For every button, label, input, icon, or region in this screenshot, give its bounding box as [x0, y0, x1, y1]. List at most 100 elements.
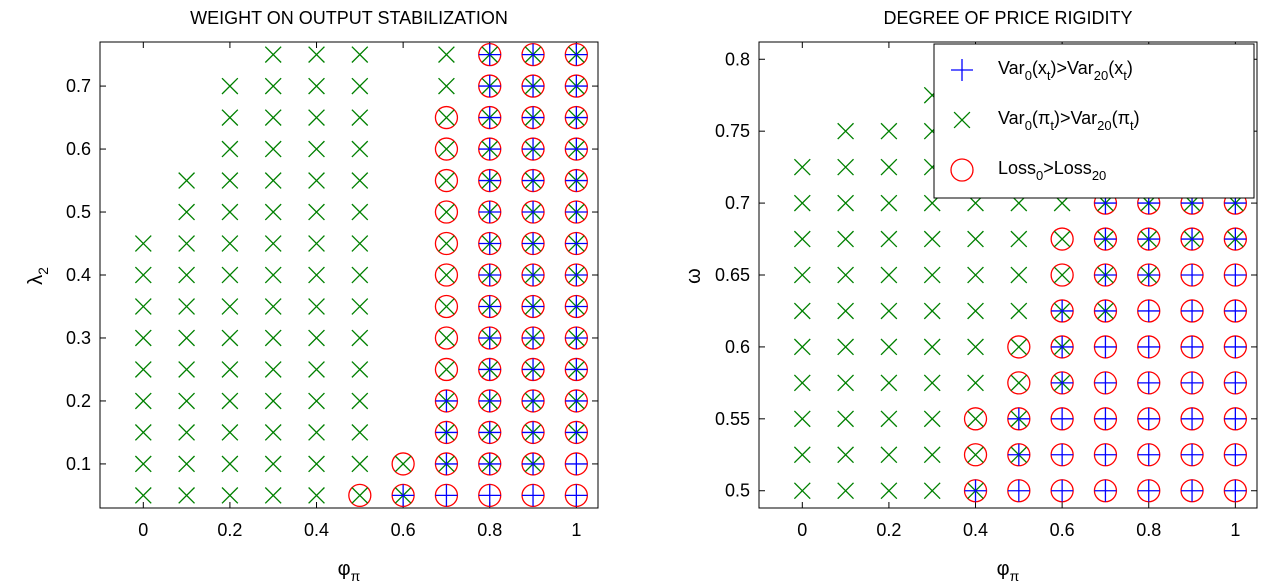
data-point-plus: [478, 358, 501, 381]
data-point-x: [308, 392, 325, 410]
data-point-x: [264, 235, 282, 252]
x-tick-label: 0.4: [304, 520, 329, 540]
data-point-plus: [1224, 371, 1247, 394]
data-point-x: [308, 140, 325, 158]
data-point-x: [351, 424, 369, 441]
x-tick-label: 0.8: [477, 520, 502, 540]
data-point-plus: [565, 358, 588, 381]
data-point-x: [134, 424, 152, 441]
data-point-x: [793, 230, 811, 248]
data-point-plus: [565, 389, 588, 412]
data-point-plus: [478, 326, 501, 349]
x-tick-label: 0: [138, 520, 148, 540]
data-point-x: [351, 361, 369, 378]
data-point-x: [178, 172, 195, 189]
data-point-x: [967, 230, 984, 248]
x-tick-label: 0.8: [1136, 520, 1161, 540]
data-point-plus: [1094, 443, 1117, 466]
data-point-plus: [964, 479, 987, 502]
data-point-circle: [434, 263, 459, 287]
data-point-x: [880, 302, 898, 320]
y-axis-label: ω: [683, 268, 705, 284]
data-point-x: [134, 487, 152, 504]
data-point-x: [793, 194, 811, 212]
data-point-x: [178, 235, 195, 252]
data-point-x: [793, 338, 811, 356]
x-axis-label: φπ: [997, 558, 1020, 584]
y-tick-label: 0.7: [725, 193, 750, 213]
legend-marker-circle: [950, 158, 974, 182]
data-point-x: [837, 194, 854, 212]
data-point-plus: [1051, 335, 1074, 358]
data-point-x: [880, 374, 898, 392]
data-point-x: [837, 482, 854, 500]
data-point-plus: [478, 138, 501, 161]
data-point-plus: [1224, 407, 1247, 430]
data-point-x: [351, 487, 369, 504]
data-point-x: [264, 424, 282, 441]
legend-box: [933, 43, 1255, 199]
data-point-plus: [565, 484, 588, 507]
data-point-plus: [1051, 479, 1074, 502]
data-point-plus: [522, 106, 545, 129]
x-tick-label: 0.6: [1050, 520, 1075, 540]
data-point-plus: [1224, 335, 1247, 358]
data-point-circle: [348, 483, 372, 508]
data-point-x: [178, 266, 195, 284]
data-point-x: [308, 46, 325, 63]
data-point-x: [308, 329, 325, 347]
data-point-x: [880, 338, 898, 356]
data-point-x: [351, 455, 369, 473]
data-point-plus: [1007, 443, 1030, 466]
data-point-x: [438, 235, 455, 252]
data-point-plus: [565, 421, 588, 444]
y-tick-label: 0.5: [66, 202, 91, 222]
data-point-x: [351, 109, 369, 126]
x-tick-label: 0.6: [391, 520, 416, 540]
data-point-plus: [1137, 443, 1160, 466]
data-point-plus: [1094, 228, 1117, 251]
data-point-plus: [478, 232, 501, 255]
y-tick-label: 0.55: [715, 409, 750, 429]
data-point-plus: [392, 484, 415, 507]
data-point-plus: [1137, 335, 1160, 358]
data-point-x: [923, 410, 941, 428]
legend-label: Var0(πt)>Var20(πt): [998, 108, 1140, 133]
data-point-x: [1010, 374, 1028, 392]
data-point-x: [308, 424, 325, 441]
y-tick-label: 0.1: [66, 454, 91, 474]
data-point-x: [837, 446, 854, 464]
data-point-circle: [434, 168, 459, 193]
data-point-x: [438, 298, 455, 315]
data-point-plus: [435, 484, 458, 507]
data-point-circle: [434, 105, 459, 130]
y-tick-label: 0.75: [715, 121, 750, 141]
data-point-x: [438, 266, 455, 284]
data-point-plus: [1094, 407, 1117, 430]
data-point-x: [134, 266, 152, 284]
data-point-x: [308, 235, 325, 252]
data-point-circle: [1007, 335, 1031, 359]
data-point-x: [837, 230, 854, 248]
data-point-x: [438, 46, 455, 63]
data-point-x: [923, 230, 941, 248]
data-point-plus: [1137, 264, 1160, 286]
data-point-x: [264, 203, 282, 221]
data-point-plus: [478, 452, 501, 475]
data-point-x: [880, 230, 898, 248]
data-point-x: [134, 235, 152, 252]
data-point-x: [308, 266, 325, 284]
data-point-circle: [434, 231, 459, 256]
data-point-x: [351, 266, 369, 284]
data-point-plus: [1051, 443, 1074, 466]
data-point-x: [308, 455, 325, 473]
data-point-plus: [565, 264, 588, 286]
data-point-x: [221, 329, 239, 347]
x-tick-label: 0: [797, 520, 807, 540]
data-point-plus: [522, 43, 545, 66]
data-point-circle: [434, 294, 459, 319]
data-point-x: [264, 487, 282, 504]
data-point-x: [221, 109, 239, 126]
data-point-x: [438, 140, 455, 158]
data-point-plus: [435, 452, 458, 475]
